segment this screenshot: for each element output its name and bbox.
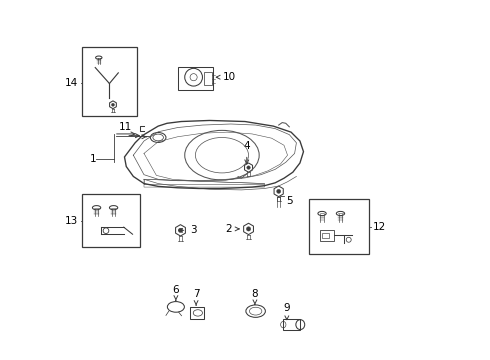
Bar <box>190 307 203 319</box>
Text: 3: 3 <box>190 225 196 235</box>
Text: 13: 13 <box>65 216 78 226</box>
Bar <box>82 47 137 116</box>
Text: 11: 11 <box>119 122 132 132</box>
Text: 12: 12 <box>373 222 387 232</box>
Bar <box>82 194 141 247</box>
Text: 4: 4 <box>244 141 250 151</box>
Text: 14: 14 <box>65 77 78 87</box>
Circle shape <box>247 166 250 169</box>
Text: 8: 8 <box>251 289 258 299</box>
Circle shape <box>112 103 115 106</box>
Text: 10: 10 <box>223 72 236 82</box>
Text: 9: 9 <box>284 302 290 312</box>
Text: 5: 5 <box>286 195 293 206</box>
Text: 2: 2 <box>225 224 232 234</box>
Circle shape <box>246 227 251 231</box>
Circle shape <box>178 228 183 233</box>
Text: 6: 6 <box>172 285 179 295</box>
Text: 1: 1 <box>90 154 96 164</box>
Bar <box>322 233 329 238</box>
Text: 7: 7 <box>193 289 199 300</box>
Bar <box>178 67 213 90</box>
Bar <box>309 199 369 255</box>
Circle shape <box>277 189 281 193</box>
Bar <box>319 230 334 241</box>
Bar <box>283 319 300 330</box>
Bar <box>204 72 212 85</box>
